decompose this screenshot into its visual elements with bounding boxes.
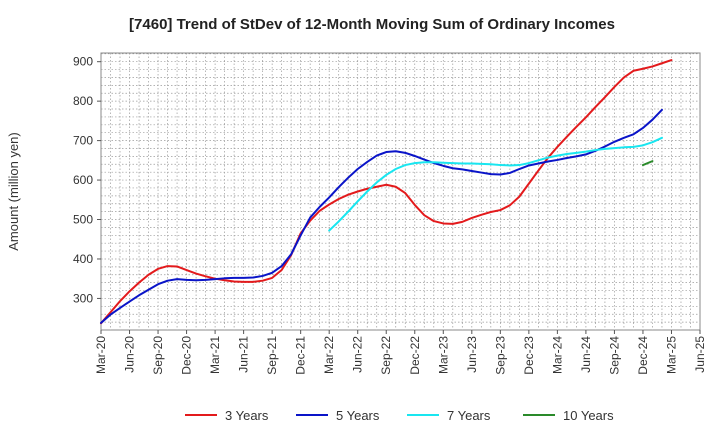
- series-line-10-years: [641, 160, 654, 167]
- x-tick-label: Jun-22: [351, 336, 365, 373]
- x-tick-label: Jun-25: [693, 336, 707, 373]
- plot-area: [100, 52, 701, 331]
- x-tick-label: Sep-20: [151, 336, 165, 375]
- x-tick-label: Jun-21: [237, 336, 251, 373]
- series-line-3-years: [100, 59, 673, 325]
- x-tick-label: Sep-22: [379, 336, 393, 375]
- x-tick-label: Dec-21: [294, 336, 308, 375]
- series-lines: [100, 59, 673, 325]
- y-tick-label: 900: [73, 55, 93, 69]
- chart-title: [7460] Trend of StDev of 12-Month Moving…: [129, 16, 615, 33]
- x-tick-label: Jun-20: [123, 336, 137, 373]
- x-tick-label: Sep-24: [607, 336, 621, 375]
- series-line-7-years: [328, 136, 663, 232]
- x-tick-label: Dec-20: [180, 336, 194, 375]
- legend-label: 10 Years: [563, 408, 614, 423]
- legend: 3 Years 5 Years 7 Years 10 Years: [185, 408, 614, 423]
- x-tick-label: Jun-23: [465, 336, 479, 373]
- x-tick-label: Dec-23: [522, 336, 536, 375]
- grid: [101, 53, 700, 330]
- legend-label: 3 Years: [225, 408, 269, 423]
- y-axis: 300 400 500 600 700 800 900: [73, 55, 101, 305]
- x-axis: Mar-20 Jun-20 Sep-20 Dec-20 Mar-21 Jun-21 Sep-…: [94, 330, 707, 375]
- y-tick-label: 300: [73, 291, 93, 305]
- x-tick-label: Dec-22: [408, 336, 422, 375]
- legend-label: 5 Years: [336, 408, 380, 423]
- x-tick-label: Mar-24: [550, 336, 564, 374]
- series-line-5-years: [100, 108, 663, 324]
- x-tick-label: Mar-20: [94, 336, 108, 374]
- y-tick-label: 500: [73, 213, 93, 227]
- x-tick-label: Dec-24: [636, 336, 650, 375]
- y-tick-label: 400: [73, 252, 93, 266]
- x-tick-label: Sep-23: [493, 336, 507, 375]
- y-tick-label: 600: [73, 173, 93, 187]
- legend-label: 7 Years: [447, 408, 491, 423]
- x-tick-label: Jun-24: [579, 336, 593, 373]
- x-tick-label: Mar-22: [322, 336, 336, 374]
- x-tick-label: Sep-21: [265, 336, 279, 375]
- y-tick-label: 700: [73, 134, 93, 148]
- y-axis-label: Amount (million yen): [6, 132, 21, 251]
- x-tick-label: Mar-25: [664, 336, 678, 374]
- x-tick-label: Mar-21: [208, 336, 222, 374]
- x-tick-label: Mar-23: [436, 336, 450, 374]
- y-tick-label: 800: [73, 94, 93, 108]
